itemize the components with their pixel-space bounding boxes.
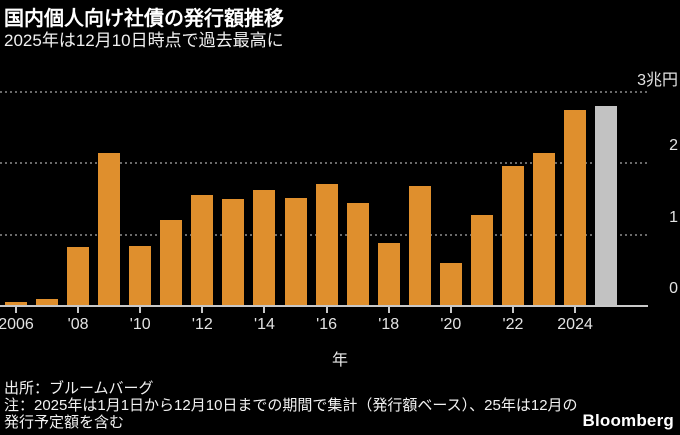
- x-axis-tick-14: [263, 307, 266, 313]
- x-axis-label-2024: 2024: [557, 316, 593, 333]
- y-axis-label-1: 1: [669, 208, 678, 226]
- y-axis-label-3: 3兆円: [637, 72, 678, 90]
- x-axis-label-18: '18: [378, 316, 400, 333]
- bar-2011: [160, 219, 183, 306]
- bar-2013: [222, 199, 245, 306]
- x-axis-label-22: '22: [502, 316, 524, 333]
- x-axis-tick-08: [77, 307, 80, 313]
- bar-2025: [595, 105, 618, 306]
- gridline-2: [0, 162, 648, 165]
- bar-2022: [501, 165, 524, 306]
- bar-2017: [346, 202, 369, 306]
- note-text: 注：2025年は1月1日から12月10日までの期間で集計（発行額ベース）、25年…: [4, 397, 578, 431]
- chart-title: 国内個人向け社債の発行額推移: [4, 8, 284, 30]
- plot-area: 2006 '08 '10 '12 '14 '16 '18 '20 '22 2024: [0, 60, 648, 333]
- bar-2007: [36, 298, 59, 306]
- x-axis-label-14: '14: [254, 316, 275, 333]
- bar-2014: [253, 189, 276, 306]
- bloomberg-logo: Bloomberg: [582, 411, 674, 430]
- x-axis-line: [0, 305, 648, 307]
- x-axis-tick-10: [139, 307, 142, 313]
- x-axis-label-2006: 2006: [0, 316, 34, 333]
- x-axis-label-20: '20: [440, 316, 462, 333]
- bar-2008: [67, 246, 90, 306]
- y-axis-label-2: 2: [669, 137, 678, 155]
- x-axis-tick-12: [201, 307, 204, 313]
- bar-2018: [377, 243, 400, 306]
- bar-2012: [191, 195, 214, 306]
- bar-2006: [5, 302, 27, 306]
- chart-subtitle: 2025年は12月10日時点で過去最高に: [4, 31, 284, 50]
- bar-2010: [129, 246, 152, 306]
- x-axis-label-16: '16: [316, 316, 338, 333]
- x-axis-tick-18: [387, 307, 390, 313]
- x-axis-label-12: '12: [191, 316, 213, 333]
- source-text: 出所：ブルームバーグ: [4, 380, 154, 397]
- bar-2024: [564, 109, 587, 306]
- bar-2019: [408, 186, 431, 306]
- bar-2009: [98, 152, 121, 306]
- x-axis-tick-20: [449, 307, 452, 313]
- x-axis-tick-16: [325, 307, 328, 313]
- x-axis-label-10: '10: [129, 316, 151, 333]
- gridline-3: [0, 91, 648, 94]
- chart-footer: 出所：ブルームバーグ 注：2025年は1月1日から12月10日までの期間で集計（…: [4, 380, 582, 431]
- x-axis-label-08: '08: [67, 316, 89, 333]
- x-axis-tick-22: [511, 307, 514, 313]
- y-axis-label-0: 0: [669, 280, 678, 297]
- bar-2021: [470, 215, 493, 306]
- x-axis-tick-2006: [15, 307, 17, 313]
- x-axis-title: 年: [331, 352, 348, 369]
- bar-2020: [439, 263, 462, 306]
- bar-2023: [533, 153, 556, 306]
- bar-2016: [315, 184, 338, 306]
- bar-2015: [284, 198, 307, 306]
- x-axis-tick-2024: [574, 307, 577, 313]
